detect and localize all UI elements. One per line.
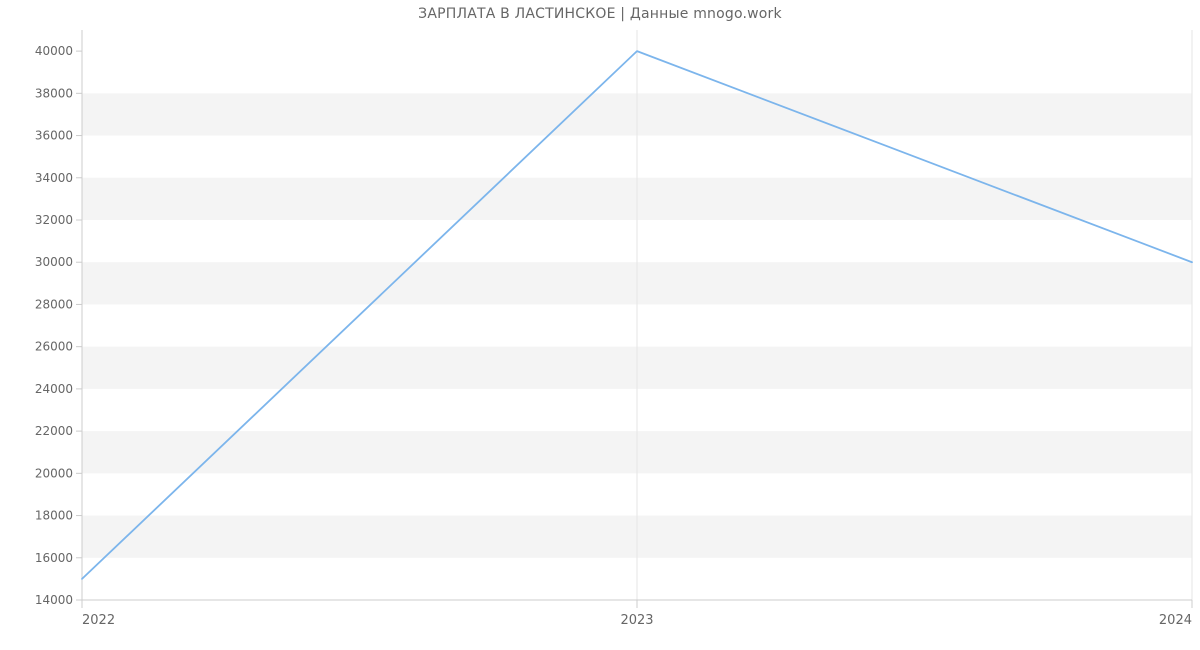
- y-tick-label: 18000: [35, 509, 73, 523]
- salary-line-chart: ЗАРПЛАТА В ЛАСТИНСКОЕ | Данные mnogo.wor…: [0, 0, 1200, 650]
- x-tick-label: 2023: [620, 613, 653, 628]
- y-tick-label: 28000: [35, 297, 73, 311]
- y-tick-label: 14000: [35, 593, 73, 607]
- y-tick-label: 20000: [35, 466, 73, 480]
- y-tick-label: 24000: [35, 382, 73, 396]
- x-tick-label: 2024: [1159, 613, 1192, 628]
- y-tick-label: 40000: [35, 44, 73, 58]
- x-tick-label: 2022: [82, 613, 115, 628]
- y-tick-label: 34000: [35, 171, 73, 185]
- y-tick-label: 36000: [35, 129, 73, 143]
- y-tick-label: 30000: [35, 255, 73, 269]
- y-tick-label: 26000: [35, 340, 73, 354]
- chart-title: ЗАРПЛАТА В ЛАСТИНСКОЕ | Данные mnogo.wor…: [0, 6, 1200, 22]
- y-tick-label: 32000: [35, 213, 73, 227]
- y-tick-label: 38000: [35, 86, 73, 100]
- y-tick-label: 22000: [35, 424, 73, 438]
- chart-svg: 14000 16000 18000 20000 22000 24000 26000 28000…: [0, 0, 1200, 650]
- y-tick-label: 16000: [35, 551, 73, 565]
